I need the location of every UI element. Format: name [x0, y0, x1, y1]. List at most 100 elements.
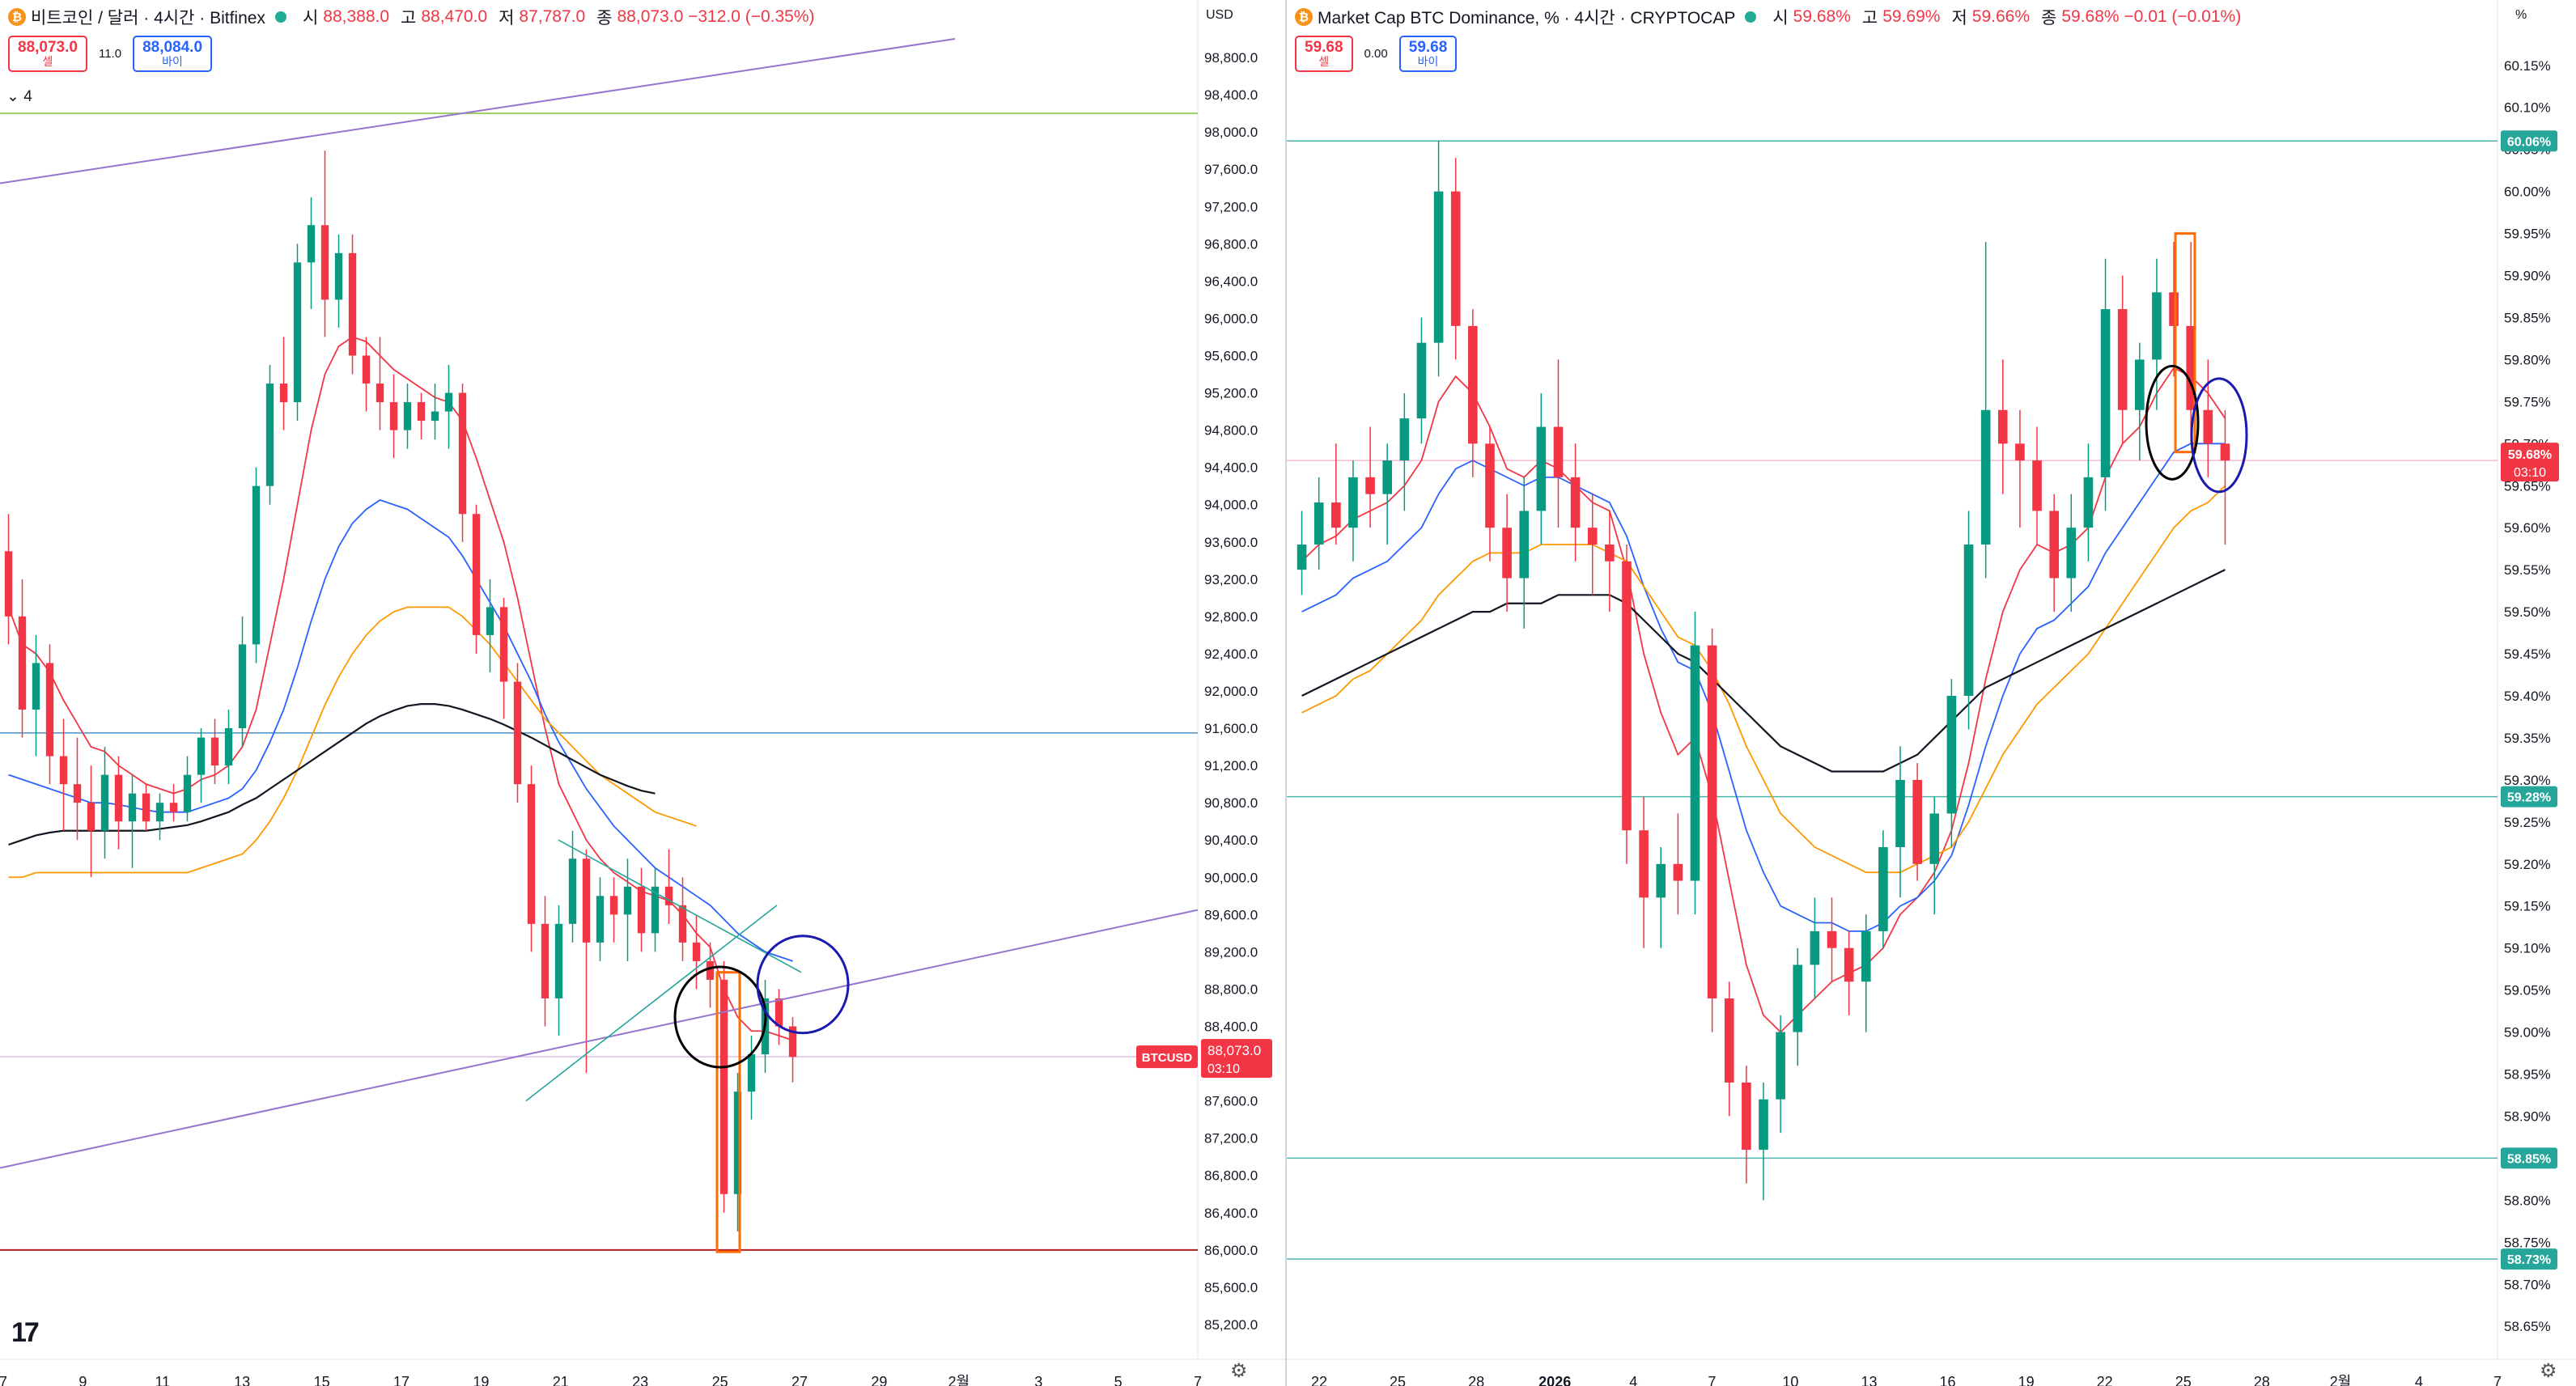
candle-body[interactable] — [678, 905, 687, 943]
candle-body[interactable] — [431, 411, 439, 422]
candle-body[interactable] — [32, 663, 40, 710]
candle-body[interactable] — [596, 896, 605, 943]
candle-body[interactable] — [18, 616, 27, 710]
ema-line-3[interactable] — [8, 606, 697, 879]
settings-gear-icon[interactable]: ⚙ — [2540, 1360, 2557, 1382]
candle-body[interactable] — [210, 737, 219, 766]
candle-body[interactable] — [2220, 443, 2230, 461]
candle-body[interactable] — [1997, 409, 2008, 444]
ema-line-1[interactable] — [1301, 367, 2226, 1033]
triangle-lower-line[interactable] — [525, 905, 778, 1102]
candle-body[interactable] — [1929, 813, 1940, 864]
buy-button[interactable]: 59.68 바이 — [1398, 36, 1458, 72]
candle-body[interactable] — [45, 663, 54, 757]
sell-button[interactable]: 59.68 셀 — [1295, 36, 1353, 72]
candle-body[interactable] — [568, 858, 577, 924]
candle-body[interactable] — [1433, 191, 1444, 343]
candle-body[interactable] — [100, 774, 109, 831]
lower-channel-trendline[interactable] — [0, 909, 1199, 1169]
candle-body[interactable] — [224, 728, 233, 766]
candle-body[interactable] — [59, 756, 68, 785]
candle-body[interactable] — [747, 1054, 756, 1092]
candle-body[interactable] — [623, 886, 632, 915]
sell-button[interactable]: 88,073.0 셀 — [8, 36, 87, 72]
candle-body[interactable] — [637, 886, 646, 934]
ema-line-1[interactable] — [7, 336, 793, 1041]
candle-body[interactable] — [1793, 964, 1803, 1032]
candle-body[interactable] — [2169, 292, 2179, 326]
candle-body[interactable] — [2032, 460, 2042, 511]
candle-body[interactable] — [664, 886, 673, 905]
candle-body[interactable] — [486, 607, 494, 635]
candle-body[interactable] — [1605, 544, 1615, 562]
black-circle-annotation[interactable] — [2145, 364, 2200, 481]
candle-body[interactable] — [1742, 1082, 1751, 1151]
candle-body[interactable] — [389, 402, 398, 430]
candle-body[interactable] — [362, 355, 371, 384]
candle-body[interactable] — [1468, 325, 1478, 444]
candle-body[interactable] — [1587, 528, 1598, 545]
orange-rectangle-annotation[interactable] — [2174, 232, 2196, 454]
candle-body[interactable] — [252, 485, 261, 645]
candle-body[interactable] — [2152, 292, 2162, 360]
candle-body[interactable] — [1861, 930, 1871, 982]
candle-body[interactable] — [1536, 426, 1547, 511]
candle-body[interactable] — [183, 774, 192, 812]
candle-body[interactable] — [788, 1026, 797, 1058]
candle-body[interactable] — [1570, 477, 1581, 528]
candle-body[interactable] — [1348, 477, 1358, 528]
candle-body[interactable] — [1963, 544, 1974, 696]
candle-body[interactable] — [1895, 779, 1905, 848]
settings-gear-icon[interactable]: ⚙ — [1230, 1360, 1248, 1382]
candle-body[interactable] — [1810, 930, 1820, 965]
candle-body[interactable] — [2049, 511, 2059, 579]
candle-body[interactable] — [1980, 409, 1991, 545]
candle-body[interactable] — [2083, 477, 2094, 528]
candle-body[interactable] — [541, 923, 550, 998]
candle-body[interactable] — [1416, 342, 1427, 419]
candle-body[interactable] — [293, 262, 302, 403]
candle-body[interactable] — [2134, 359, 2145, 410]
candle-body[interactable] — [348, 252, 357, 356]
candle-body[interactable] — [1365, 477, 1375, 494]
candle-body[interactable] — [1946, 696, 1957, 814]
candle-body[interactable] — [1519, 511, 1530, 579]
candle-body[interactable] — [1450, 191, 1461, 326]
candle-body[interactable] — [527, 784, 536, 924]
candle-body[interactable] — [1485, 443, 1495, 528]
candle-body[interactable] — [142, 793, 151, 822]
candle-body[interactable] — [1878, 847, 1888, 931]
candle-body[interactable] — [1382, 460, 1393, 494]
candle-body[interactable] — [1656, 863, 1666, 898]
candle-body[interactable] — [472, 514, 481, 635]
candle-body[interactable] — [1331, 502, 1341, 528]
candle-body[interactable] — [444, 392, 453, 412]
candle-body[interactable] — [169, 803, 178, 812]
orange-rectangle-annotation[interactable] — [715, 971, 741, 1253]
candle-body[interactable] — [73, 784, 82, 803]
candle-body[interactable] — [197, 737, 206, 775]
candle-body[interactable] — [334, 252, 343, 300]
candle-body[interactable] — [376, 384, 384, 403]
candle-body[interactable] — [320, 225, 329, 300]
candle-body[interactable] — [1622, 561, 1632, 831]
candle-body[interactable] — [128, 793, 137, 822]
candle-body[interactable] — [1690, 645, 1700, 881]
pane-divider[interactable] — [1285, 0, 1287, 1386]
candle-body[interactable] — [582, 858, 591, 943]
candle-body[interactable] — [403, 402, 412, 430]
candle-body[interactable] — [2203, 409, 2213, 444]
candle-body[interactable] — [2117, 309, 2128, 410]
blue-circle-annotation[interactable] — [2190, 377, 2248, 494]
btc-usd-chart-pane[interactable]: 98,800.0 98,400.0 98,000.0 97,600.0 97,200.0… — [0, 0, 1285, 1386]
triangle-upper-line[interactable] — [558, 839, 802, 973]
candle-body[interactable] — [279, 384, 288, 403]
candle-body[interactable] — [1553, 426, 1564, 477]
candle-body[interactable] — [1759, 1099, 1768, 1151]
candle-body[interactable] — [2066, 528, 2077, 579]
candle-body[interactable] — [1296, 544, 1307, 570]
candle-body[interactable] — [307, 225, 316, 263]
candle-body[interactable] — [692, 942, 701, 961]
candle-body[interactable] — [733, 1091, 742, 1194]
symbol-title[interactable]: Market Cap BTC Dominance, % · 4시간 · CRYP… — [1318, 9, 1736, 28]
